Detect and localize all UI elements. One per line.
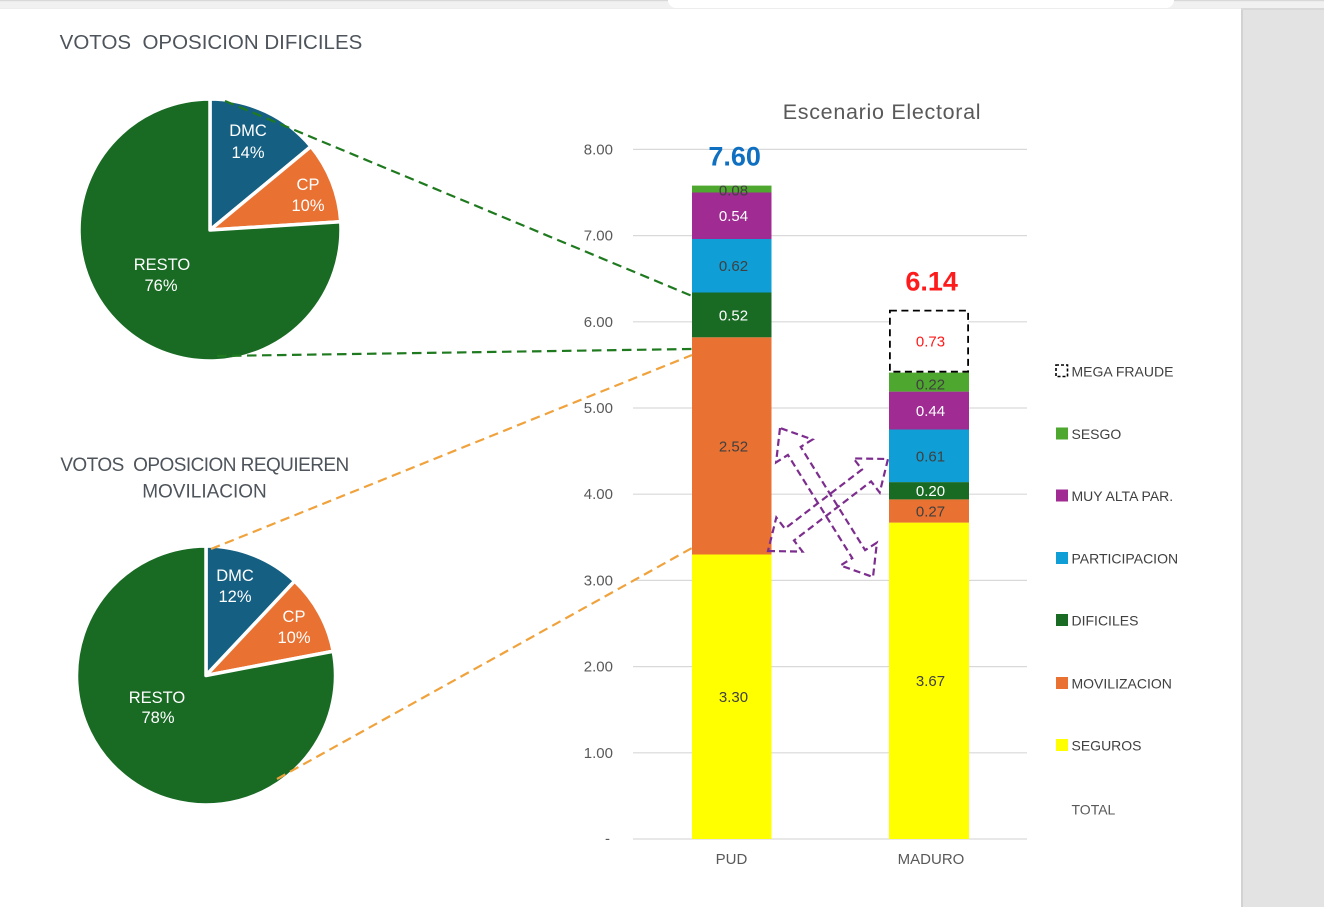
svg-text:-: - [605, 831, 610, 848]
svg-text:12%: 12% [218, 588, 251, 606]
svg-text:Escenario Electoral: Escenario Electoral [783, 100, 982, 124]
svg-text:0.54: 0.54 [719, 208, 748, 225]
svg-text:7.60: 7.60 [708, 142, 761, 172]
svg-text:CP: CP [283, 608, 306, 626]
svg-text:RESTO: RESTO [134, 256, 191, 274]
svg-text:CP: CP [297, 176, 320, 194]
svg-text:MADURO: MADURO [898, 851, 965, 868]
svg-text:0.73: 0.73 [916, 334, 945, 351]
svg-text:0.61: 0.61 [916, 448, 945, 465]
svg-text:10%: 10% [277, 629, 310, 647]
svg-text:TOTAL: TOTAL [1072, 802, 1116, 818]
svg-text:14%: 14% [231, 144, 264, 162]
svg-text:0.22: 0.22 [916, 377, 945, 394]
svg-text:SESGO: SESGO [1072, 426, 1122, 442]
svg-text:3.30: 3.30 [719, 689, 748, 706]
svg-text:VOTOS OPOSICION DIFICILES: VOTOS OPOSICION DIFICILES [60, 31, 363, 54]
svg-text:MUY ALTA PAR.: MUY ALTA PAR. [1072, 488, 1174, 504]
svg-text:78%: 78% [141, 709, 174, 727]
svg-text:MOVILIZACION: MOVILIZACION [1072, 676, 1172, 692]
svg-text:DMC: DMC [229, 122, 267, 140]
svg-text:PARTICIPACION: PARTICIPACION [1072, 551, 1179, 567]
svg-text:0.08: 0.08 [719, 183, 748, 200]
svg-text:8.00: 8.00 [584, 141, 613, 158]
svg-text:RESTO: RESTO [129, 689, 186, 707]
svg-text:5.00: 5.00 [584, 400, 613, 417]
svg-text:SEGUROS: SEGUROS [1072, 738, 1142, 754]
svg-text:DIFICILES: DIFICILES [1072, 613, 1139, 629]
svg-text:MOVILIACION: MOVILIACION [142, 482, 267, 503]
svg-text:6.00: 6.00 [584, 314, 613, 331]
svg-text:VOTOS OPOSICION REQUIEREN: VOTOS OPOSICION REQUIEREN [60, 455, 348, 476]
svg-text:MEGA FRAUDE: MEGA FRAUDE [1072, 364, 1174, 380]
svg-text:3.00: 3.00 [584, 572, 613, 589]
svg-text:7.00: 7.00 [584, 228, 613, 245]
svg-text:6.14: 6.14 [905, 267, 958, 297]
svg-text:0.44: 0.44 [916, 403, 945, 420]
svg-text:3.67: 3.67 [916, 673, 945, 690]
svg-text:10%: 10% [291, 197, 324, 215]
svg-text:2.00: 2.00 [584, 659, 613, 676]
svg-text:0.62: 0.62 [719, 258, 748, 275]
svg-text:4.00: 4.00 [584, 486, 613, 503]
svg-text:0.52: 0.52 [719, 307, 748, 324]
svg-text:PUD: PUD [716, 851, 748, 868]
svg-text:1.00: 1.00 [584, 745, 613, 762]
svg-text:0.20: 0.20 [916, 483, 945, 500]
svg-text:2.52: 2.52 [719, 438, 748, 455]
svg-text:76%: 76% [144, 277, 177, 295]
svg-text:0.27: 0.27 [916, 503, 945, 520]
svg-text:DMC: DMC [216, 567, 254, 585]
